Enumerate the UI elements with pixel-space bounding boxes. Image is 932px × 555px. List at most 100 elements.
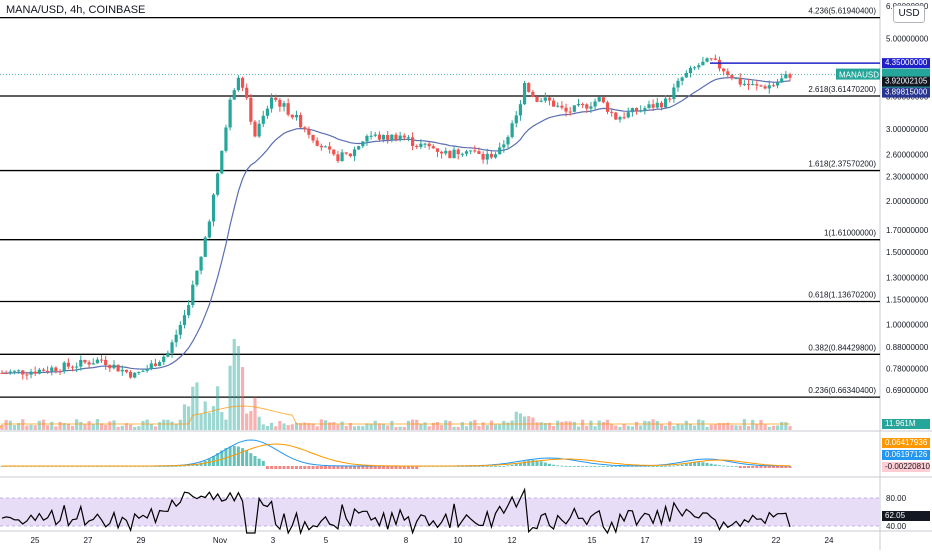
- macd-histogram-bar: [742, 466, 746, 468]
- candle-body: [697, 65, 701, 68]
- macd-histogram-bar: [224, 448, 228, 466]
- time-tick: 15: [588, 536, 597, 545]
- candle-body: [16, 370, 21, 372]
- volume-bar: [481, 422, 485, 430]
- candle-body: [75, 366, 79, 368]
- candle-body: [593, 101, 597, 107]
- candle-body: [568, 111, 572, 113]
- volume-bar: [394, 426, 398, 430]
- volume-bar: [688, 423, 693, 430]
- volume-bar: [99, 423, 104, 430]
- candle-body: [419, 143, 423, 148]
- candle-body: [220, 150, 224, 174]
- volume-tag: 11.961M: [885, 419, 916, 428]
- candle-body: [133, 372, 137, 378]
- volume-bar: [191, 386, 195, 430]
- macd-histogram-bar: [581, 466, 585, 467]
- candle-body: [705, 58, 709, 62]
- volume-bar: [236, 346, 240, 430]
- candle-body: [452, 149, 456, 159]
- volume-bar: [738, 425, 742, 430]
- macd-histogram-bar: [411, 466, 415, 469]
- currency-badge[interactable]: USD: [893, 5, 925, 23]
- candle-body: [37, 369, 41, 374]
- macd-histogram-bar: [369, 466, 373, 469]
- volume-bar: [344, 426, 348, 430]
- macd-histogram-bar: [585, 466, 589, 467]
- volume-bar: [547, 422, 552, 430]
- candle-body: [361, 141, 365, 147]
- volume-bar: [328, 422, 332, 430]
- volume-bar: [651, 419, 655, 430]
- volume-bar: [680, 424, 684, 430]
- volume-bar: [643, 420, 647, 430]
- volume-bar: [311, 423, 315, 430]
- candle-body: [481, 153, 485, 160]
- fib-label: 2.618(3.61470200): [808, 85, 876, 94]
- macd-histogram-bar: [531, 460, 535, 466]
- price-tick: 1.50000000: [886, 248, 929, 257]
- volume-bar: [560, 421, 564, 430]
- candle-body: [444, 150, 448, 154]
- candle-body: [307, 129, 311, 135]
- volume-bar: [676, 423, 680, 430]
- candle-body: [390, 134, 394, 140]
- volume-bar: [755, 424, 759, 430]
- macd-histogram-bar: [560, 465, 564, 467]
- volume-bar: [162, 419, 166, 430]
- volume-bar: [199, 413, 203, 430]
- volume-bar: [722, 423, 726, 430]
- candle-body: [771, 85, 776, 87]
- macd-histogram-bar: [245, 450, 249, 466]
- candle-body: [398, 135, 402, 140]
- macd-histogram-bar: [332, 466, 336, 469]
- macd-histogram-bar: [767, 466, 771, 468]
- price-tick: 0.78000000: [886, 364, 929, 373]
- volume-bar: [70, 425, 75, 430]
- macd-histogram-bar: [523, 461, 527, 466]
- macd-histogram-bar: [481, 466, 485, 467]
- volume-bar: [539, 422, 543, 430]
- macd-histogram-bar: [755, 466, 759, 468]
- candle-body: [386, 135, 390, 140]
- macd-histogram-bar: [788, 466, 792, 468]
- macd-histogram-bar: [655, 466, 659, 467]
- macd-histogram-bar: [535, 460, 539, 466]
- macd-histogram-bar: [510, 464, 514, 466]
- macd-histogram-bar: [668, 465, 672, 467]
- volume-bar: [257, 416, 261, 430]
- volume-bar: [108, 421, 112, 430]
- volume-bar: [771, 425, 776, 430]
- candle-body: [79, 359, 83, 367]
- macd-histogram-bar: [614, 466, 618, 467]
- macd-histogram-bar: [763, 466, 767, 468]
- volume-bar: [746, 426, 751, 430]
- candle-body: [626, 112, 630, 118]
- candles: [0, 54, 792, 380]
- histogram-tag: -0.00220810: [885, 462, 930, 471]
- candle-body: [402, 135, 406, 138]
- macd-histogram-bar: [469, 466, 473, 467]
- macd-histogram-bar: [734, 466, 738, 467]
- macd-histogram-bar: [377, 466, 381, 469]
- volume-bar: [261, 424, 265, 430]
- volume-bar: [352, 426, 357, 430]
- macd-histogram-bar: [672, 465, 676, 467]
- volume-bar: [158, 422, 162, 430]
- volume-bar: [473, 419, 477, 430]
- macd-histogram-bar: [527, 460, 531, 466]
- volume-bar: [610, 424, 614, 430]
- macd-histogram-bar: [348, 466, 352, 469]
- macd-histogram-bar: [635, 466, 639, 467]
- candle-body: [91, 363, 95, 365]
- macd-tag: 0.06417936: [885, 438, 928, 447]
- macd-histogram-bar: [709, 463, 713, 466]
- candle-body: [294, 115, 299, 118]
- macd-histogram-bar: [373, 466, 377, 469]
- volume-bar: [572, 421, 576, 430]
- candle-body: [199, 256, 203, 271]
- volume-bar: [41, 419, 46, 430]
- macd-histogram-bar: [357, 466, 361, 469]
- volume-bar: [427, 426, 431, 430]
